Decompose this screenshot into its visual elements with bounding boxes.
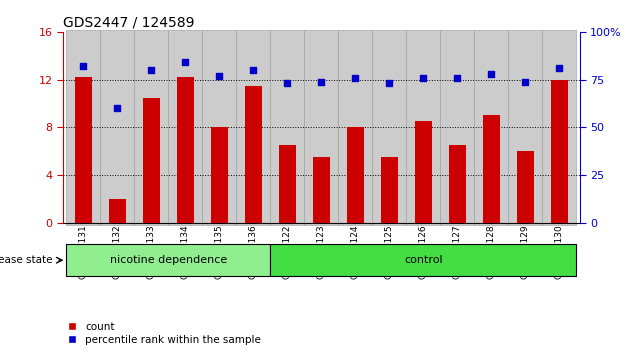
Bar [338,30,372,225]
Point [146,67,156,73]
Bar [304,30,338,225]
Point [180,59,190,65]
Bar [109,199,126,223]
Bar [177,77,194,223]
Bar [551,80,568,223]
Bar [406,30,440,225]
Point [350,75,360,81]
Bar [75,77,92,223]
Point [418,75,428,81]
Text: GDS2447 / 124589: GDS2447 / 124589 [63,15,195,29]
Point [112,105,122,111]
Bar [168,30,202,225]
Text: control: control [404,255,442,265]
Bar [381,157,398,223]
Bar [313,157,329,223]
Bar [143,98,160,223]
Legend: count, percentile rank within the sample: count, percentile rank within the sample [68,322,261,345]
Point [78,63,88,69]
Bar [66,30,100,225]
Bar [483,115,500,223]
Point [452,75,462,81]
Bar [245,86,262,223]
Bar [202,30,236,225]
Bar [66,244,270,276]
Bar [270,244,576,276]
Point [520,79,530,84]
Point [282,81,292,86]
Bar [415,121,432,223]
Bar [134,30,168,225]
Bar [211,127,228,223]
Point [554,65,564,71]
Point [214,73,224,79]
Point [248,67,258,73]
Text: nicotine dependence: nicotine dependence [110,255,227,265]
Bar [236,30,270,225]
Bar [449,145,466,223]
Point [384,81,394,86]
Bar [346,127,364,223]
Bar [474,30,508,225]
Bar [508,30,542,225]
Point [316,79,326,84]
Text: disease state: disease state [0,255,53,265]
Bar [270,30,304,225]
Bar [279,145,296,223]
Point [486,71,496,77]
Bar [542,30,576,225]
Bar [517,152,534,223]
Bar [100,30,134,225]
Bar [372,30,406,225]
Bar [440,30,474,225]
